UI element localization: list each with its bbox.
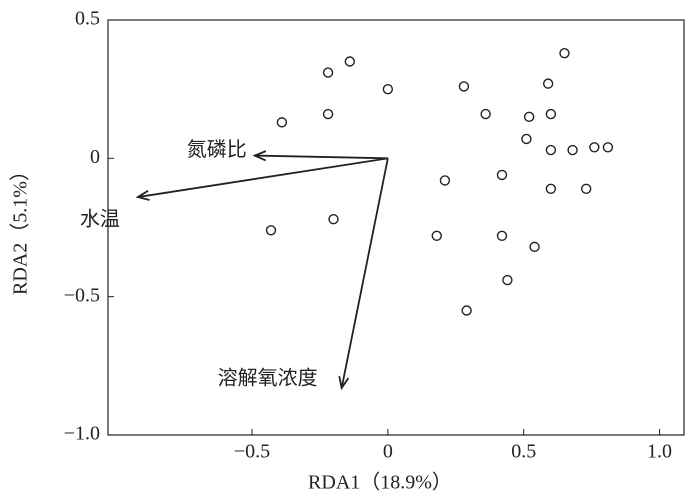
point — [458, 81, 470, 92]
vector-label: 溶解氧浓度 — [218, 367, 318, 390]
point — [322, 67, 334, 78]
vector-label: 水温 — [80, 208, 120, 231]
point — [542, 78, 554, 89]
point — [580, 183, 592, 194]
vector-head — [338, 376, 350, 391]
point — [502, 274, 513, 286]
point — [382, 83, 394, 95]
vector-label: 氮磷比 — [187, 138, 247, 161]
vector — [254, 154, 388, 160]
point — [439, 175, 451, 186]
y-axis-label: RDA2（5.1%） — [9, 161, 32, 295]
y-tick-label: 0 — [90, 146, 100, 168]
y-tick-label: −0.5 — [64, 284, 100, 306]
point — [480, 108, 491, 120]
point — [496, 169, 508, 181]
vector — [340, 158, 389, 389]
point — [602, 142, 614, 153]
y-tick-label: 0.5 — [75, 8, 100, 30]
point — [521, 133, 532, 145]
x-tick-label: −0.5 — [234, 441, 270, 463]
point — [529, 241, 540, 253]
point — [328, 213, 339, 225]
point — [265, 225, 277, 236]
point — [589, 142, 600, 153]
point — [344, 56, 356, 67]
point — [431, 230, 442, 242]
point — [523, 111, 535, 123]
x-tick-label: 0.5 — [511, 441, 536, 463]
vector — [137, 157, 388, 198]
x-tick-label: 1.0 — [647, 441, 672, 463]
point — [496, 230, 508, 242]
point — [461, 305, 472, 316]
plot-frame — [107, 19, 685, 436]
x-tick-label: 0 — [383, 441, 393, 463]
x-axis-label: RDA1（18.9%） — [308, 471, 452, 494]
point — [276, 117, 288, 128]
point — [559, 48, 570, 59]
vector-head — [135, 189, 150, 201]
point — [322, 108, 334, 120]
vector-head — [252, 150, 267, 162]
point — [567, 144, 578, 156]
point — [545, 183, 557, 194]
point — [545, 108, 557, 120]
point — [545, 144, 557, 156]
y-tick-label: −1.0 — [64, 423, 100, 445]
